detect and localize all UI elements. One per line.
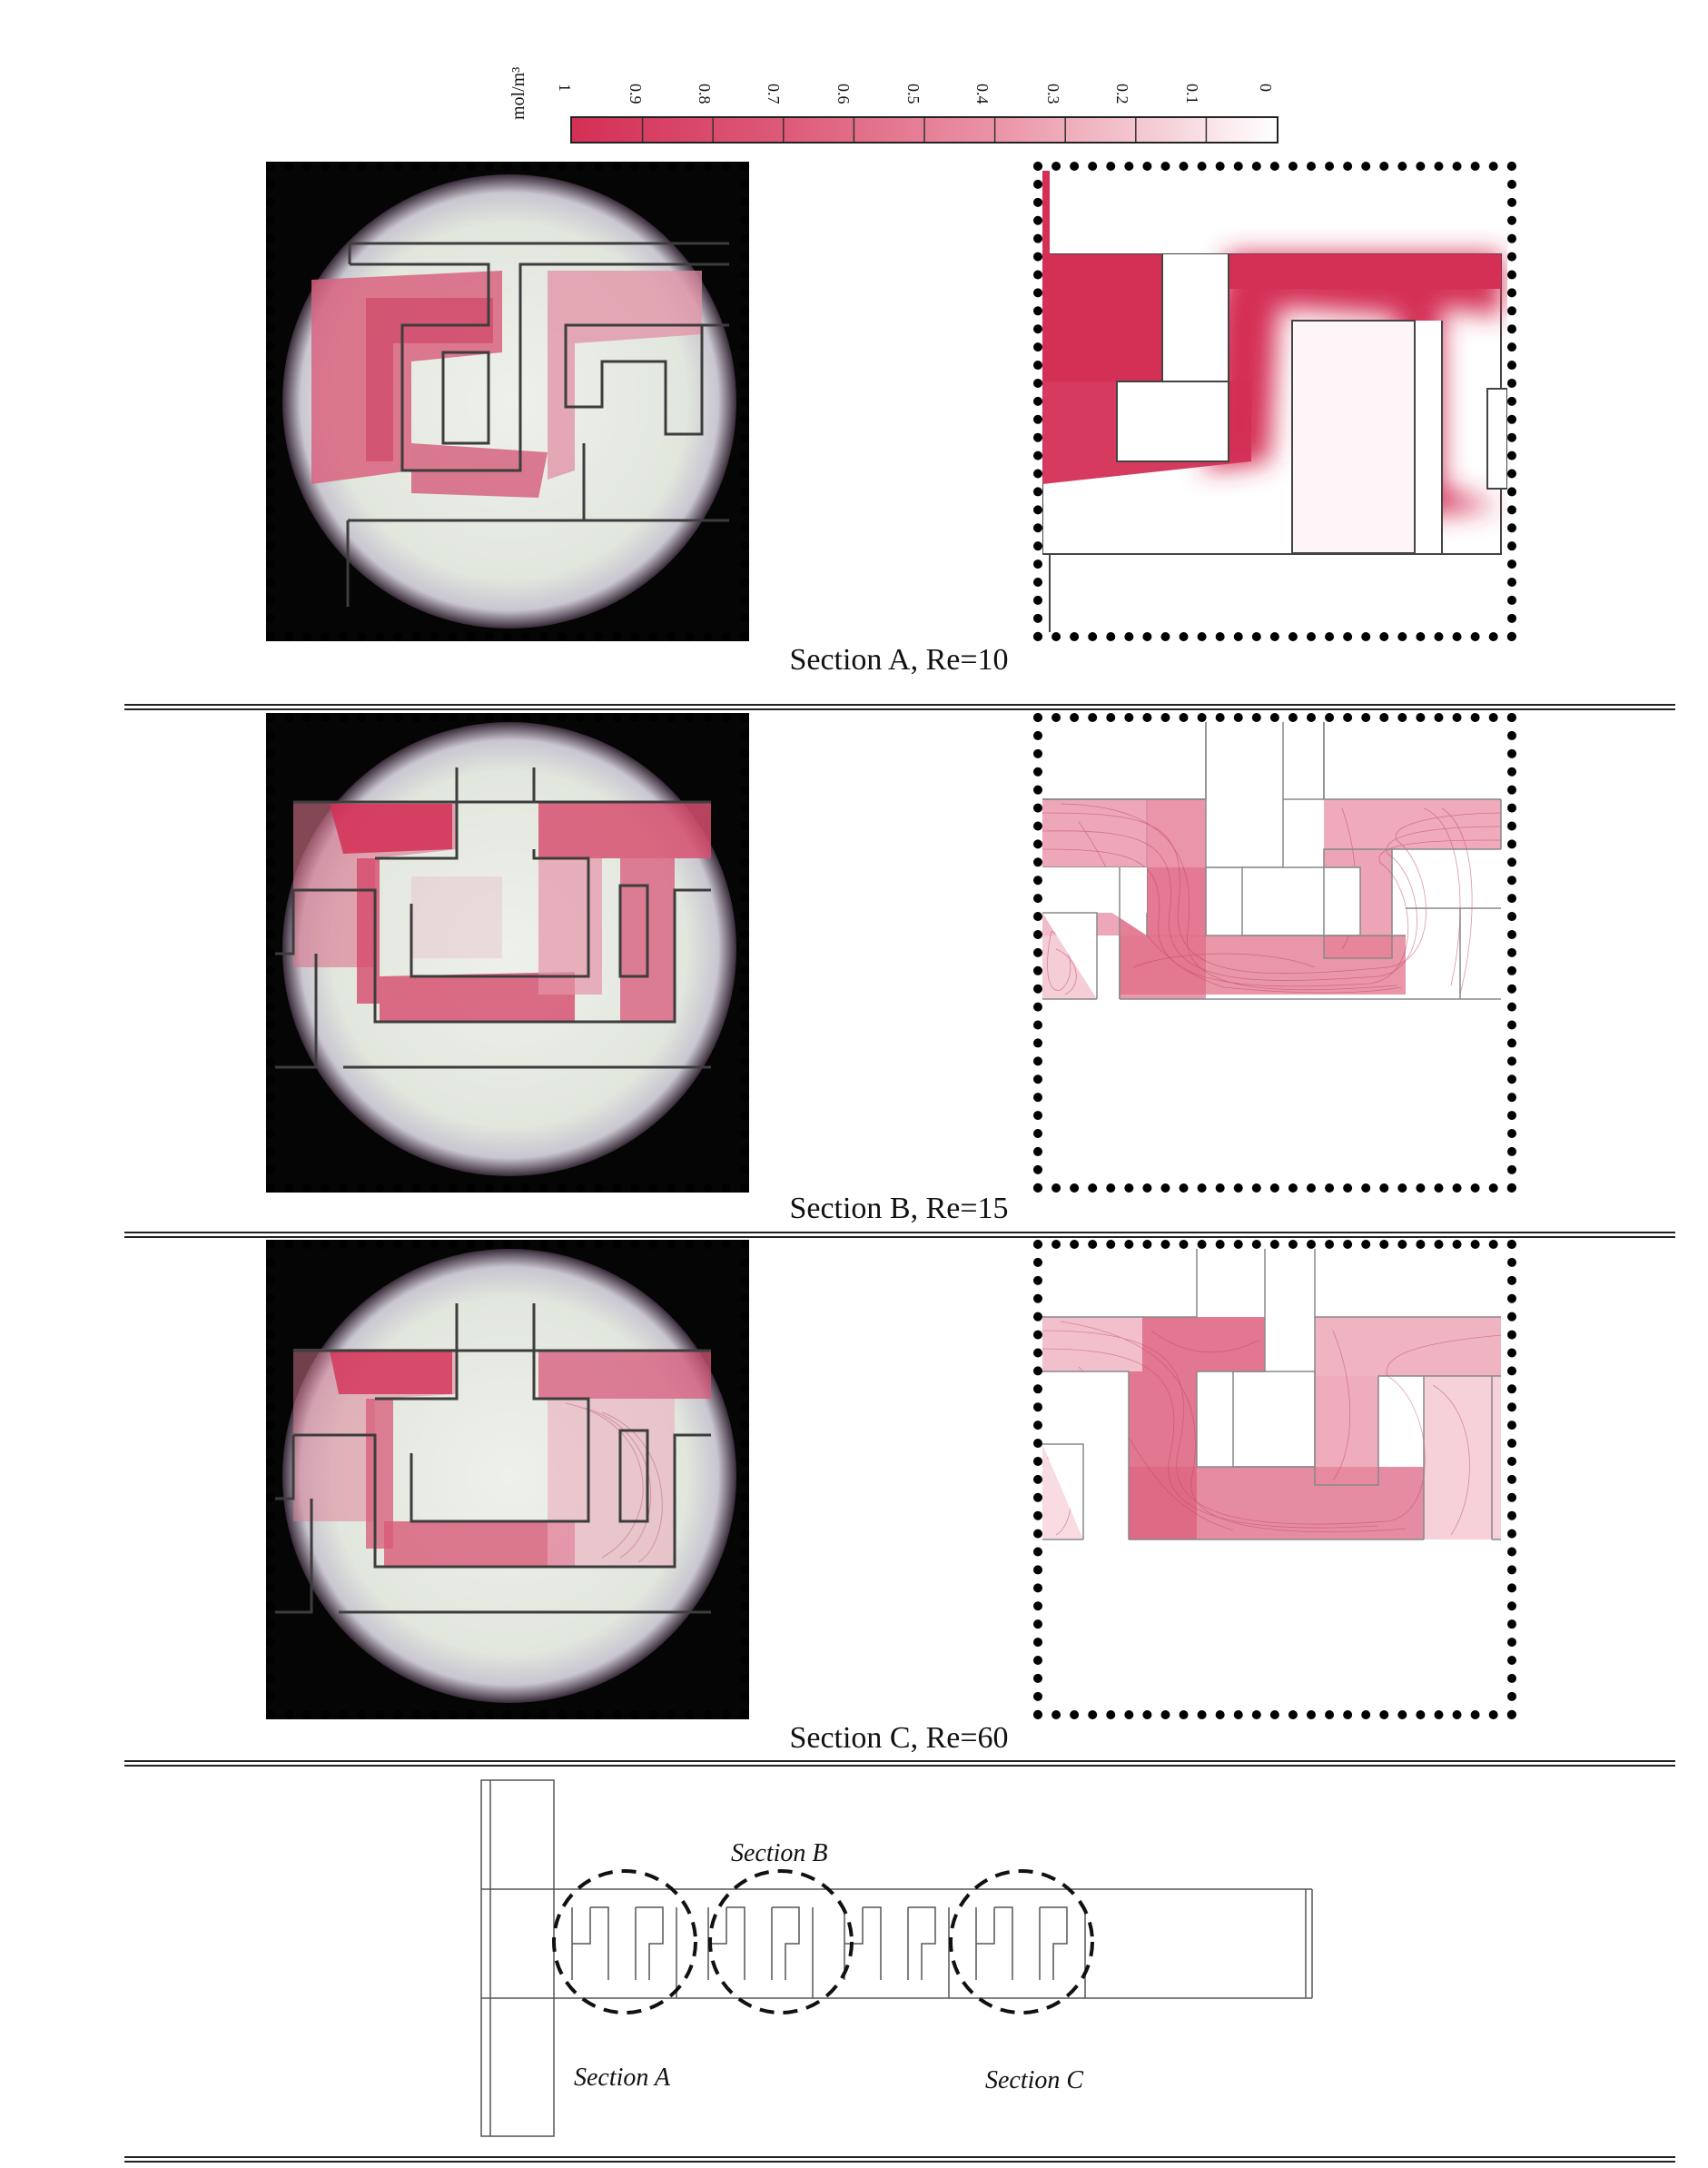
colorbar-tick: 0.2 [1112,84,1131,104]
colorbar-tick: 0 [1256,84,1275,92]
section-a-label: Section A [574,2064,670,2093]
divider-rule [124,1232,1675,1238]
section-c-label: Section C [985,2066,1083,2095]
colorbar-tick: 0.1 [1182,84,1201,104]
section-b-marker [710,1871,852,2013]
divider-rule [124,2156,1675,2163]
simulation-section-a [1033,162,1516,641]
colorbar-tick: 0.3 [1043,84,1062,104]
micrograph-section-b [266,713,749,1193]
simulation-section-c [1033,1240,1516,1719]
divider-rule [124,1760,1675,1767]
colorbar-tick: 0.7 [764,84,783,104]
device-schematic: Section B Section A Section C [472,1776,1335,2148]
colorbar-tick: 0.5 [903,84,923,104]
divider-rule [124,704,1675,710]
colorbar-tick: 0.8 [695,84,714,104]
micrograph-section-a [266,162,749,641]
section-c-marker [951,1871,1092,2013]
colorbar-tick: 0.6 [834,84,853,104]
colorbar-tick: 0.9 [626,84,645,104]
section-a-marker [554,1871,696,2013]
colorbar-gradient [570,116,1279,144]
colorbar-tick: 1 [555,84,574,92]
section-b-label: Section B [731,1839,828,1868]
caption-section-b: Section B, Re=15 [763,1192,1035,1226]
micrograph-section-c [266,1240,749,1719]
colorbar-unit: mol/m³ [508,38,536,120]
caption-section-a: Section A, Re=10 [763,643,1035,678]
simulation-section-b [1033,713,1516,1193]
caption-section-c: Section C, Re=60 [763,1721,1035,1756]
colorbar-tick: 0.4 [972,84,992,104]
